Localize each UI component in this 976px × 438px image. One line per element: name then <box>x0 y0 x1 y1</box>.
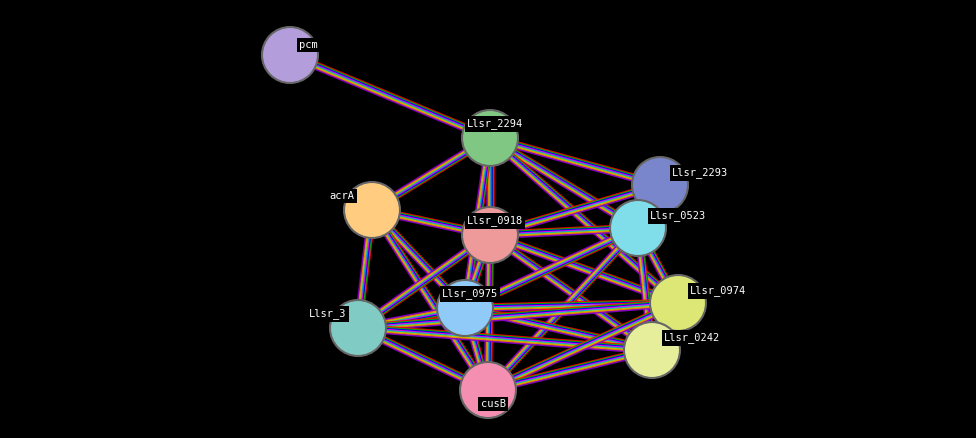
Circle shape <box>262 27 318 83</box>
Circle shape <box>460 362 516 418</box>
Text: Llsr_0974: Llsr_0974 <box>690 286 746 297</box>
Circle shape <box>650 275 706 331</box>
Text: Llsr_0523: Llsr_0523 <box>650 211 706 222</box>
Text: Llsr_2293: Llsr_2293 <box>671 168 728 178</box>
Circle shape <box>610 200 666 256</box>
Circle shape <box>330 300 386 356</box>
Circle shape <box>437 280 493 336</box>
Circle shape <box>344 182 400 238</box>
Text: Llsr_0918: Llsr_0918 <box>467 215 523 226</box>
Circle shape <box>462 110 518 166</box>
Text: cusB: cusB <box>480 399 506 409</box>
Text: pcm: pcm <box>299 40 317 50</box>
Circle shape <box>462 207 518 263</box>
Circle shape <box>624 322 680 378</box>
Text: Llsr_0242: Llsr_0242 <box>664 332 720 343</box>
Text: acrA: acrA <box>330 191 354 201</box>
Circle shape <box>632 157 688 213</box>
Text: Llsr_2294: Llsr_2294 <box>467 119 523 130</box>
Text: Llsr_3: Llsr_3 <box>309 308 346 319</box>
Text: Llsr_0975: Llsr_0975 <box>442 289 498 300</box>
